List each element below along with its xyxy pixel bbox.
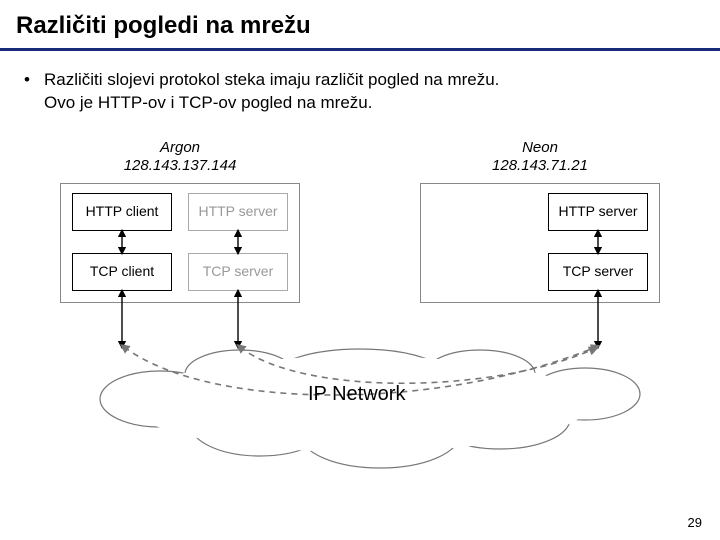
bullet-line1: Različiti slojevi protokol steka imaju r… [44, 70, 499, 89]
cloud-label: IP Network [308, 383, 405, 406]
title-rule [0, 48, 720, 51]
bullet-text: Različiti slojevi protokol steka imaju r… [44, 69, 499, 115]
node-http-server-left: HTTP server [188, 193, 288, 231]
node-tcp-server-right: TCP server [548, 253, 648, 291]
host-label-right: Neon 128.143.71.21 [440, 139, 640, 175]
page-title: Različiti pogledi na mrežu [0, 0, 720, 48]
cloud-icon [100, 349, 640, 468]
network-diagram: Argon 128.143.137.144 Neon 128.143.71.21… [40, 139, 680, 479]
host-left-ip: 128.143.137.144 [124, 157, 237, 174]
node-tcp-client: TCP client [72, 253, 172, 291]
host-right-ip: 128.143.71.21 [492, 157, 588, 174]
bullet-line2: Ovo je HTTP-ov i TCP-ov pogled na mrežu. [44, 93, 372, 112]
host-label-left: Argon 128.143.137.144 [80, 139, 280, 175]
bullet-item: • Različiti slojevi protokol steka imaju… [0, 69, 720, 115]
bullet-marker: • [24, 69, 44, 115]
node-http-server-right: HTTP server [548, 193, 648, 231]
node-tcp-server-left: TCP server [188, 253, 288, 291]
host-left-name: Argon [160, 139, 200, 156]
host-right-name: Neon [522, 139, 558, 156]
page-number: 29 [688, 515, 702, 530]
node-http-client: HTTP client [72, 193, 172, 231]
